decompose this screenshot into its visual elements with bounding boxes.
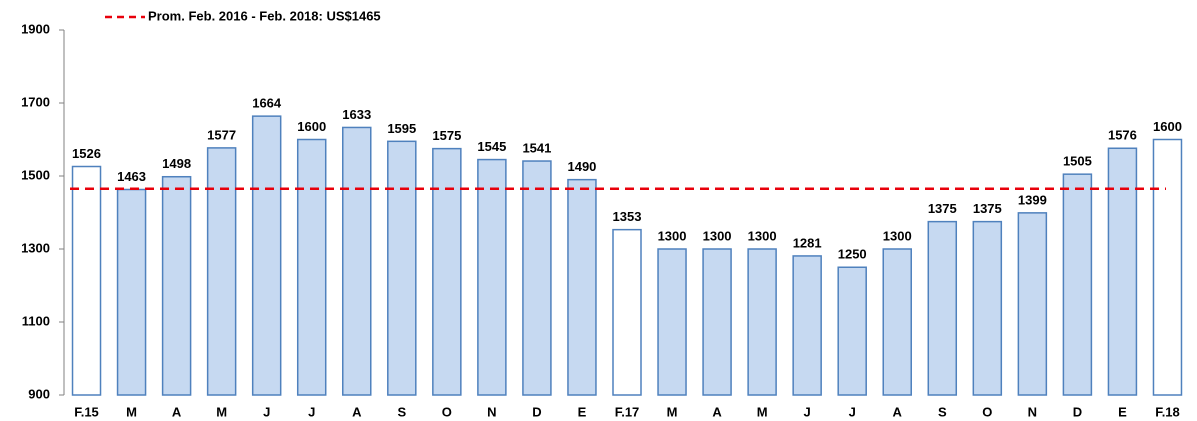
- y-tick-label: 1700: [21, 94, 50, 109]
- bar: [522, 160, 552, 396]
- data-label: 1463: [117, 169, 146, 184]
- x-tick-label: D: [1073, 404, 1082, 419]
- bar: [567, 178, 597, 396]
- bar: [657, 248, 687, 396]
- data-label: 1541: [522, 140, 551, 155]
- data-label: 1633: [342, 107, 371, 122]
- x-tick-label: N: [487, 404, 496, 419]
- x-tick-label: J: [263, 404, 270, 419]
- bar: [972, 220, 1003, 396]
- y-tick-label: 1300: [21, 240, 50, 255]
- bar: [387, 140, 417, 396]
- x-tick-label: O: [442, 404, 452, 419]
- x-tick-label: M: [126, 404, 137, 419]
- x-tick-label: A: [172, 404, 182, 419]
- data-label: 1399: [1018, 192, 1047, 207]
- data-label: 1600: [297, 119, 326, 134]
- data-label: 1250: [838, 247, 867, 262]
- x-tick-label: A: [352, 404, 362, 419]
- x-tick-label: E: [578, 404, 587, 419]
- x-tick-label: F.17: [615, 404, 640, 419]
- data-label: 1498: [162, 156, 191, 171]
- x-tick-label: D: [532, 404, 541, 419]
- y-tick-label: 1100: [22, 313, 50, 328]
- legend-label: Prom. Feb. 2016 - Feb. 2018: US$1465: [148, 8, 381, 23]
- bar: [116, 188, 147, 396]
- x-tick-label: N: [1028, 404, 1037, 419]
- bar: [927, 220, 958, 396]
- y-tick-label: 900: [28, 386, 50, 401]
- x-tick-label: A: [712, 404, 722, 419]
- bar: [747, 248, 777, 396]
- bar: [702, 248, 732, 396]
- data-label: 1600: [1153, 119, 1182, 134]
- x-tick-label: S: [938, 404, 947, 419]
- bar: [1152, 138, 1183, 396]
- bar: [296, 138, 327, 396]
- bar: [837, 266, 867, 396]
- data-label: 1281: [793, 235, 822, 250]
- data-label: 1595: [387, 121, 416, 136]
- x-tick-label: A: [893, 404, 903, 419]
- x-tick-label: E: [1118, 404, 1127, 419]
- data-label: 1664: [252, 96, 282, 111]
- y-tick-label: 1500: [21, 167, 50, 182]
- data-label: 1353: [613, 209, 642, 224]
- x-tick-label: F.15: [74, 404, 99, 419]
- bar: [161, 175, 192, 396]
- bar: [882, 248, 912, 396]
- bar: [432, 147, 462, 396]
- bar: [477, 158, 507, 396]
- bar: [1062, 173, 1093, 396]
- x-tick-label: F.18: [1155, 404, 1180, 419]
- data-label: 1576: [1108, 128, 1137, 143]
- x-tick-label: M: [667, 404, 678, 419]
- data-label: 1300: [658, 228, 687, 243]
- data-label: 1375: [928, 201, 957, 216]
- data-label: 1300: [748, 228, 777, 243]
- bar: [206, 147, 237, 396]
- data-label: 1490: [567, 159, 596, 174]
- bar: [792, 255, 822, 396]
- bar: [1107, 147, 1138, 396]
- bar: [1017, 212, 1048, 396]
- data-label: 1375: [973, 201, 1002, 216]
- x-tick-label: O: [982, 404, 992, 419]
- x-tick-label: J: [308, 404, 315, 419]
- x-tick-label: J: [804, 404, 811, 419]
- data-label: 1526: [72, 146, 101, 161]
- data-label: 1545: [477, 139, 506, 154]
- bar: [71, 165, 102, 396]
- data-label: 1575: [432, 128, 461, 143]
- x-tick-label: J: [849, 404, 856, 419]
- data-label: 1577: [207, 127, 236, 142]
- x-tick-label: S: [397, 404, 406, 419]
- bar: [251, 115, 282, 396]
- x-tick-label: M: [757, 404, 768, 419]
- y-tick-label: 1900: [21, 21, 50, 36]
- bar: [612, 228, 642, 396]
- data-label: 1300: [883, 228, 912, 243]
- data-label: 1300: [703, 228, 732, 243]
- data-label: 1505: [1063, 154, 1092, 169]
- x-tick-label: M: [216, 404, 227, 419]
- bar: [342, 126, 372, 396]
